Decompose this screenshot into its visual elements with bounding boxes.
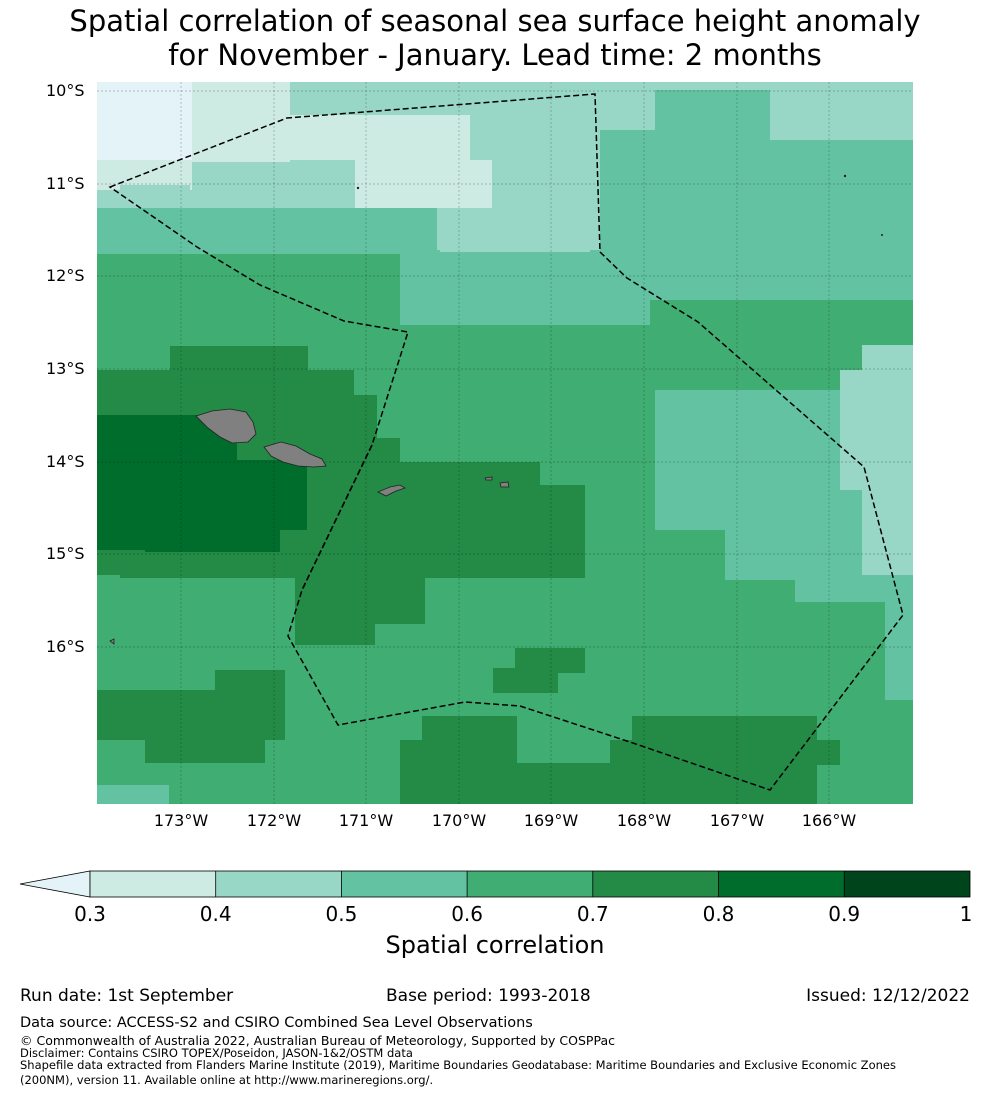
run-date: Run date: 1st September — [20, 986, 234, 1006]
gridlines — [97, 82, 913, 804]
correlation-cell — [97, 690, 285, 740]
lat-label: 14°S — [46, 452, 85, 471]
rose-atoll — [109, 638, 115, 645]
correlation-cell — [120, 555, 420, 578]
correlation-cell — [97, 785, 169, 804]
tokelau-atoll — [843, 174, 847, 178]
colorbar-tick: 0.6 — [451, 902, 483, 926]
upolu-island — [263, 441, 327, 468]
correlation-cell — [97, 208, 437, 254]
shapefile-credit-line1: Shapefile data extracted from Flanders M… — [20, 1058, 896, 1072]
lat-label: 16°S — [46, 637, 85, 656]
correlation-cell — [145, 735, 265, 763]
savaii-island — [195, 408, 257, 444]
copyright: © Commonwealth of Australia 2022, Austra… — [20, 1033, 615, 1048]
manua-islands — [484, 476, 510, 488]
correlation-cell — [145, 460, 280, 552]
correlation-cell — [400, 250, 650, 325]
colorbar-bin — [467, 871, 593, 897]
correlation-cell — [400, 740, 445, 804]
correlation-cell — [817, 740, 840, 765]
colorbar-tick: 0.3 — [74, 902, 106, 926]
lon-label: 170°W — [431, 811, 487, 830]
lat-label: 15°S — [46, 544, 85, 563]
correlation-cell — [600, 130, 913, 300]
issued-date: Issued: 12/12/2022 — [806, 986, 970, 1006]
colorbar-bin — [90, 871, 216, 897]
lat-label: 10°S — [46, 81, 85, 100]
correlation-cell — [632, 716, 817, 804]
chart-title-line2: for November - January. Lead time: 2 mon… — [168, 38, 822, 72]
lon-label: 171°W — [338, 811, 394, 830]
colorbar-bin — [718, 871, 845, 897]
lat-label: 12°S — [46, 266, 85, 285]
correlation-cell — [295, 620, 375, 645]
lat-label: 11°S — [46, 174, 85, 193]
lon-label: 172°W — [246, 811, 302, 830]
colorbar-bin — [215, 871, 342, 897]
shapefile-credit-line2: (200NM), version 11. Available online at… — [20, 1073, 434, 1087]
disclaimer: Disclaimer: Contains CSIRO TOPEX/Poseido… — [20, 1046, 413, 1060]
correlation-cell — [97, 82, 192, 160]
lon-label: 168°W — [616, 811, 672, 830]
colorbar-tick: 0.8 — [702, 902, 735, 926]
data-source: Data source: ACCESS-S2 and CSIRO Combine… — [20, 1015, 533, 1031]
lon-label: 173°W — [153, 811, 209, 830]
correlation-cell — [885, 600, 913, 700]
colorbar-bin — [341, 871, 468, 897]
colorbar-extend-arrow — [19, 870, 91, 898]
correlation-cell — [355, 160, 492, 208]
lon-label: 167°W — [709, 811, 765, 830]
colorbar-tick: 0.5 — [325, 902, 358, 926]
correlation-cell — [862, 480, 913, 575]
correlation-cell — [260, 115, 355, 160]
eez-boundary-west — [108, 93, 904, 791]
correlation-cell — [295, 578, 425, 624]
base-period: Base period: 1993-2018 — [386, 986, 591, 1006]
correlation-cell — [770, 90, 913, 140]
correlation-cell — [493, 668, 558, 693]
lat-label: 13°S — [46, 359, 85, 378]
colorbar-tick: 0.7 — [576, 902, 609, 926]
correlation-cell — [215, 670, 285, 692]
colorbar-tick: 0.4 — [199, 902, 232, 926]
colorbar — [19, 870, 971, 898]
lon-label: 166°W — [801, 811, 857, 830]
correlation-cell — [862, 345, 913, 390]
colorbar-tick: 0.9 — [828, 902, 861, 926]
colorbar-title: Spatial correlation — [385, 931, 605, 959]
correlation-cell — [517, 763, 617, 804]
colorbar-bin — [592, 871, 719, 897]
correlation-cell — [655, 90, 770, 130]
swains-island — [356, 186, 360, 190]
chart-title-line1: Spatial correlation of seasonal sea surf… — [69, 4, 921, 38]
colorbar-tick: 1 — [959, 902, 973, 926]
tutuila-island — [377, 484, 406, 497]
lon-label: 169°W — [523, 811, 579, 830]
correlation-cell — [120, 185, 190, 208]
colorbar-bin — [844, 871, 970, 897]
tokelau-atoll-2 — [881, 234, 883, 236]
